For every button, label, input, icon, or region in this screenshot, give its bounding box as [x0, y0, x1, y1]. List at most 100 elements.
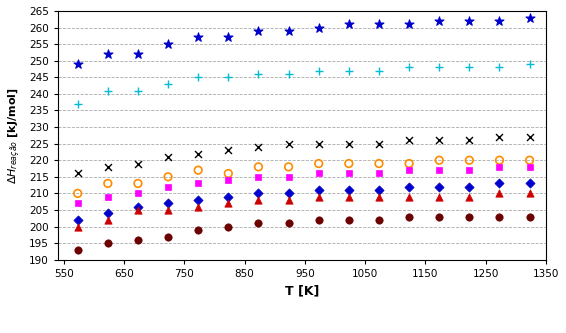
Point — [435, 18, 444, 24]
Point — [344, 141, 353, 146]
Point — [405, 214, 414, 219]
Point — [73, 101, 82, 107]
Point — [194, 151, 203, 156]
Point — [344, 161, 353, 166]
Point — [314, 25, 323, 30]
Point — [254, 174, 263, 179]
Point — [164, 234, 173, 239]
Point — [405, 65, 414, 70]
Point — [73, 224, 82, 229]
Point — [525, 61, 534, 67]
Point — [525, 181, 534, 186]
Point — [525, 158, 534, 163]
Point — [103, 88, 112, 93]
Point — [73, 61, 82, 67]
Point — [495, 164, 504, 169]
Point — [103, 194, 112, 199]
Point — [254, 220, 263, 226]
Point — [73, 191, 82, 196]
Point — [314, 187, 323, 193]
Point — [103, 51, 112, 57]
Point — [194, 167, 203, 173]
Point — [495, 158, 504, 163]
Point — [284, 164, 293, 169]
Point — [465, 184, 474, 189]
Point — [103, 181, 112, 186]
Point — [224, 171, 233, 176]
Point — [314, 194, 323, 199]
Point — [73, 247, 82, 252]
Point — [375, 141, 384, 146]
Point — [194, 204, 203, 209]
Point — [465, 214, 474, 219]
Point — [435, 194, 444, 199]
Point — [375, 68, 384, 73]
Point — [284, 28, 293, 34]
Point — [254, 197, 263, 203]
Point — [103, 217, 112, 222]
Point — [465, 138, 474, 143]
Point — [284, 191, 293, 196]
Point — [134, 207, 143, 213]
Point — [525, 134, 534, 140]
Point — [284, 197, 293, 203]
Point — [134, 161, 143, 166]
Point — [435, 184, 444, 189]
Point — [465, 167, 474, 173]
Point — [435, 138, 444, 143]
Point — [465, 18, 474, 24]
Point — [314, 171, 323, 176]
Point — [224, 224, 233, 229]
Point — [375, 22, 384, 27]
Point — [73, 217, 82, 222]
Point — [103, 240, 112, 246]
Point — [254, 144, 263, 150]
Point — [194, 197, 203, 203]
Point — [164, 184, 173, 189]
Point — [375, 187, 384, 193]
Point — [224, 201, 233, 206]
Point — [224, 194, 233, 199]
Point — [164, 154, 173, 160]
Point — [103, 164, 112, 169]
Point — [164, 81, 173, 87]
Point — [134, 237, 143, 242]
Point — [435, 214, 444, 219]
Point — [254, 71, 263, 77]
Point — [495, 181, 504, 186]
Point — [435, 158, 444, 163]
Point — [375, 171, 384, 176]
Point — [134, 51, 143, 57]
Point — [254, 164, 263, 169]
Point — [375, 161, 384, 166]
Point — [495, 214, 504, 219]
Point — [405, 194, 414, 199]
Point — [194, 181, 203, 186]
Point — [134, 88, 143, 93]
Point — [164, 41, 173, 47]
Point — [465, 158, 474, 163]
Point — [495, 65, 504, 70]
Point — [134, 191, 143, 196]
Point — [344, 187, 353, 193]
Point — [284, 220, 293, 226]
Point — [525, 15, 534, 20]
Point — [194, 35, 203, 40]
Point — [284, 71, 293, 77]
Point — [103, 211, 112, 216]
Point — [164, 201, 173, 206]
Point — [344, 22, 353, 27]
Point — [344, 68, 353, 73]
Point — [405, 167, 414, 173]
Point — [525, 191, 534, 196]
Point — [164, 174, 173, 179]
Point — [435, 65, 444, 70]
Point — [134, 204, 143, 209]
Point — [344, 171, 353, 176]
Point — [495, 18, 504, 24]
Point — [375, 217, 384, 222]
Point — [405, 138, 414, 143]
Point — [314, 68, 323, 73]
Point — [224, 75, 233, 80]
Point — [73, 171, 82, 176]
